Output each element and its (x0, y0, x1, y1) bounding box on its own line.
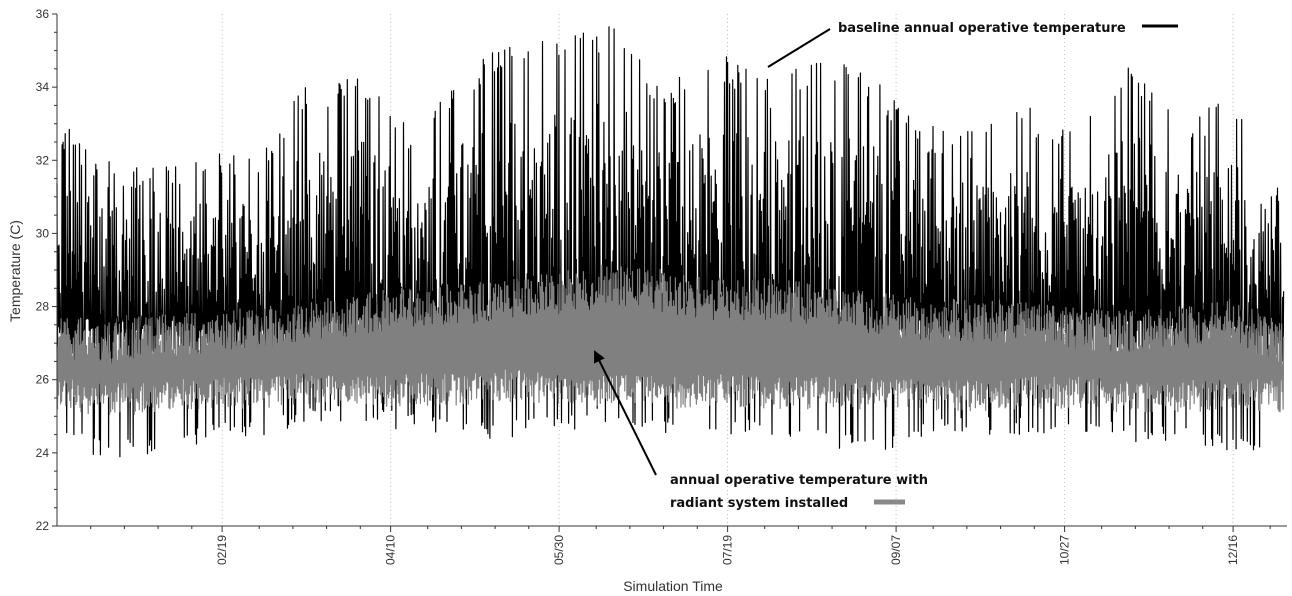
annotation-radiant-text-line-1: annual operative temperature with (670, 473, 928, 488)
y-tick-label: 34 (36, 80, 50, 94)
y-tick-labels: 22 24 26 28 30 32 34 36 (36, 7, 50, 533)
x-tick-label: 02/19 (215, 535, 229, 565)
y-tick-label: 36 (36, 7, 50, 21)
y-tick-label: 22 (36, 519, 50, 533)
axes-layer (52, 13, 1287, 532)
x-tick-label: 04/10 (384, 535, 398, 565)
annotation-baseline-pointer (767, 28, 831, 68)
x-tick-labels: 02/19 04/10 05/30 07/19 09/07 10/27 12/16 (215, 535, 1240, 565)
y-tick-label: 28 (36, 300, 50, 314)
y-tick-label: 26 (36, 373, 50, 387)
x-tick-label: 09/07 (889, 535, 903, 565)
x-tick-label: 07/19 (721, 535, 735, 565)
y-axis-title: Temperature (C) (7, 220, 23, 322)
x-tick-label: 05/30 (552, 535, 566, 565)
annotation-radiant-arrow (594, 350, 657, 476)
y-tick-label: 24 (36, 446, 50, 460)
annotation-radiant: annual operative temperature with radian… (594, 350, 928, 511)
x-tick-label: 10/27 (1058, 535, 1072, 565)
y-tick-label: 32 (36, 153, 50, 167)
series-radiant-line (56, 264, 1285, 415)
x-tick-label: 12/16 (1226, 535, 1240, 565)
y-tick-label: 30 (36, 226, 50, 240)
radiant-series-path (56, 264, 1285, 415)
annotation-baseline: baseline annual operative temperature (767, 21, 1178, 68)
x-axis-title: Simulation Time (623, 578, 723, 594)
annotation-baseline-text: baseline annual operative temperature (838, 21, 1126, 36)
annotation-radiant-text-line-2: radiant system installed (670, 496, 848, 511)
